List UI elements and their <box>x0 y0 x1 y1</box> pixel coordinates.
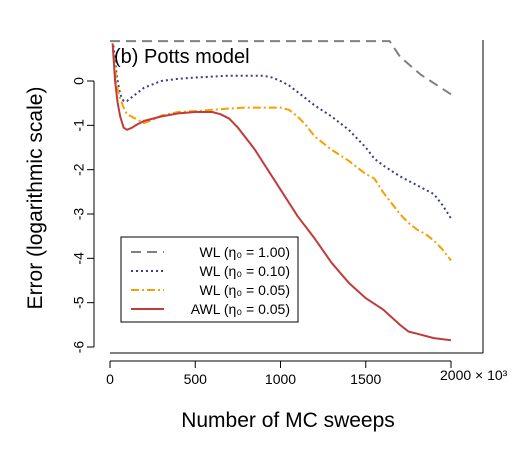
series-line-3 <box>111 43 452 342</box>
tick-group: 0 500 1000 1500 0 -1 -2 -3 -4 -5 -6 <box>71 77 452 387</box>
legend-label: WL (η₀ = 0.10) <box>200 263 291 279</box>
series-line-2 <box>112 54 452 262</box>
x-tick-label: 1000 <box>265 371 296 387</box>
series-line-1 <box>112 45 452 219</box>
x-tick-label: 500 <box>184 371 208 387</box>
legend-label: WL (η₀ = 0.05) <box>200 282 291 298</box>
panel-label: (b) Potts model <box>114 46 250 68</box>
y-tick-label: -5 <box>71 296 87 309</box>
y-tick-label: -3 <box>71 208 87 221</box>
legend: WL (η₀ = 1.00) WL (η₀ = 0.10) WL (η₀ = 0.0… <box>120 236 299 323</box>
x-tick-label: 1500 <box>350 371 381 387</box>
x-multiplier-label: 2000 × 10³ <box>440 367 508 383</box>
y-tick-label: -6 <box>71 341 87 354</box>
y-tick-label: -2 <box>71 163 87 176</box>
legend-label: WL (η₀ = 1.00) <box>200 244 291 260</box>
y-tick-label: -1 <box>71 119 87 132</box>
x-axis-title: Number of MC sweeps <box>181 409 395 432</box>
series-layer <box>110 40 452 342</box>
x-tick-label: 0 <box>106 371 114 387</box>
legend-label: AWL (η₀ = 0.05) <box>191 301 290 317</box>
y-tick-label: 0 <box>71 77 87 85</box>
y-tick-label: -4 <box>71 252 87 265</box>
y-axis-title: Error (logarithmic scale) <box>24 87 47 310</box>
